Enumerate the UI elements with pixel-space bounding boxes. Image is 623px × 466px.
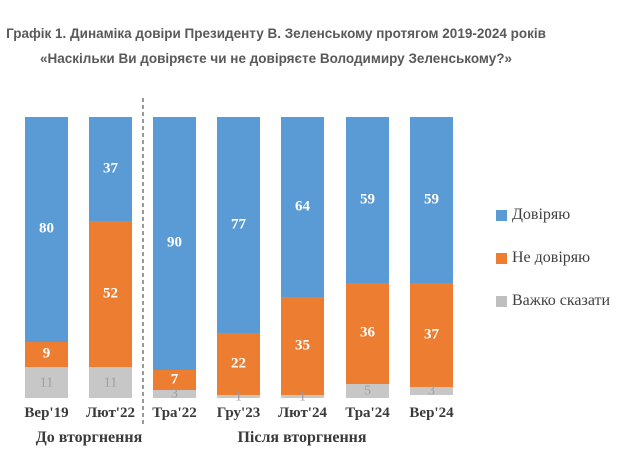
bar-value-label: 80 [39,220,54,237]
category-axis-label: Вер'19 [24,405,69,421]
category-axis-label: Тра'24 [345,405,390,421]
bar-value-label: 90 [167,234,182,251]
category-axis-label: Лют'22 [86,405,135,421]
bar-value-label: 11 [103,375,118,391]
legend-label-no-trust: Не довіряю [512,249,591,266]
category-axis-label: Вер'24 [409,405,454,421]
bar-segment: 80 [25,117,68,342]
legend-label-trust: Довіряю [512,206,571,223]
bar-value-label: 35 [295,337,310,354]
stacked-bar: 37 52 11 [89,117,132,398]
legend-item-trust: Довіряю [496,206,570,224]
bar-segment: 59 [410,117,453,283]
bar-value-label: 7 [170,371,179,388]
bar-segment: 37 [89,117,132,221]
bar-segment: 9 [25,341,68,368]
bar-segment: 37 [410,282,453,387]
category-axis-label: Лют'24 [278,405,327,421]
stacked-bar: 59 37 3 [410,117,453,398]
chart-title-line1: Графік 1. Динаміка довіри Президенту В. … [6,26,546,41]
bar-segment: 1 [281,389,324,404]
bar-value-label: 64 [295,198,310,215]
group-label-after-invasion: Після вторгнення [237,429,367,446]
stacked-bar: 77 22 1 [217,117,260,404]
legend-swatch-orange-icon [496,252,507,264]
bar-segment: 11 [25,367,68,398]
category-axis-label: Тра'22 [152,405,197,421]
bar-segment: 3 [153,386,196,401]
bar-value-label: 37 [424,326,439,343]
chart-title-line2: «Наскільки Ви довіряєте чи не довіряєте … [40,51,512,66]
invasion-separator-dashed-line [142,98,144,425]
bar-value-label: 9 [42,345,51,362]
bar-segment: 1 [217,389,260,404]
bar-segment: 35 [281,296,324,396]
bar-segment: 3 [410,383,453,398]
legend-swatch-gray-icon [496,295,507,307]
stacked-bar: 90 7 3 [153,117,196,401]
bar-segment: 59 [346,117,389,283]
bar-value-label: 5 [364,383,371,399]
legend-swatch-blue-icon [496,209,507,221]
stacked-bar: 64 35 1 [281,117,324,404]
bar-segment: 22 [217,333,260,396]
bar-segment: 77 [217,117,260,334]
bar-value-label: 37 [103,160,118,177]
bar-value-label: 11 [39,375,54,391]
bar-segment: 5 [346,383,389,399]
stacked-bar: 80 9 11 [25,117,68,398]
bar-segment: 90 [153,117,196,370]
chart-title: Графік 1. Динаміка довіри Президенту В. … [0,21,552,71]
bar-segment: 7 [153,369,196,390]
bar-segment: 11 [89,367,132,398]
bar-value-label: 77 [231,216,246,233]
group-label-before-invasion: До вторгнення [35,429,143,446]
stacked-bar: 59 36 5 [346,117,389,398]
bar-segment: 36 [346,282,389,384]
legend-item-hard-to-say: Важко сказати [496,292,610,310]
bar-segment: 52 [89,220,132,368]
bar-value-label: 59 [424,191,439,208]
legend-item-no-trust: Не довіряю [496,249,590,267]
category-axis-label: Гру'23 [216,405,261,421]
bar-value-label: 52 [103,285,118,302]
bar-value-label: 59 [360,191,375,208]
bar-value-label: 22 [231,355,246,372]
bar-segment: 64 [281,117,324,297]
bar-value-label: 36 [360,324,375,341]
legend-label-hard-to-say: Важко сказати [512,292,611,309]
